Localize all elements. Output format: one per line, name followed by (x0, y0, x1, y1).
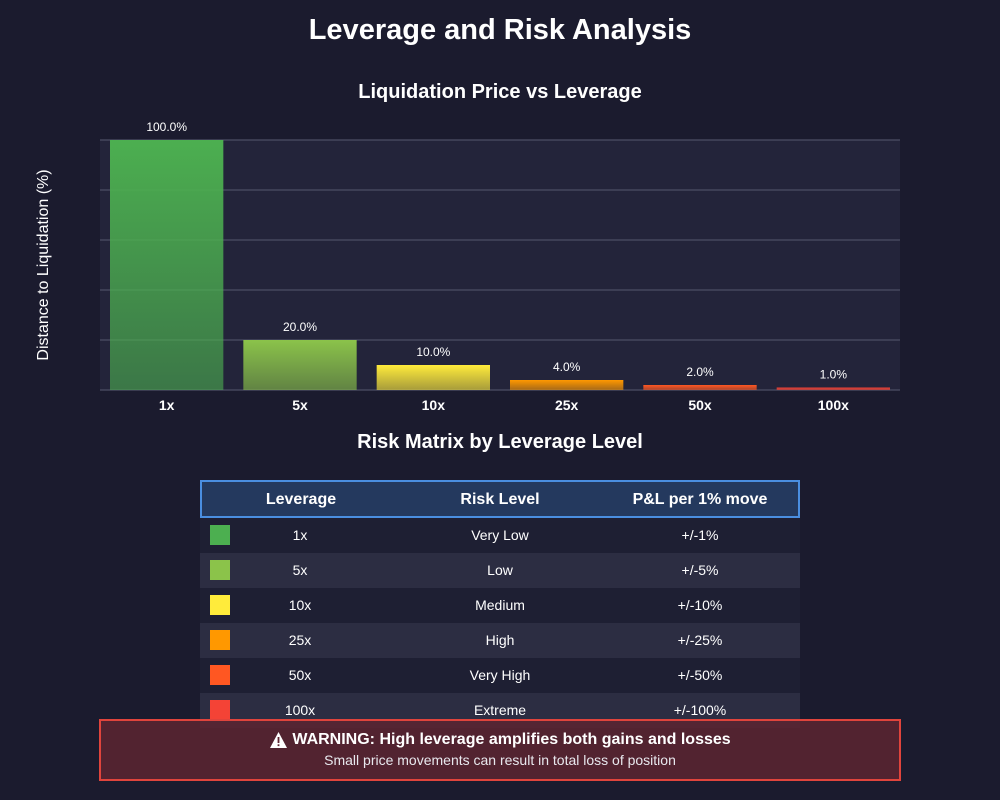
cell-leverage: 25x (288, 632, 312, 648)
page-title: Leverage and Risk Analysis (308, 14, 692, 46)
header-leverage: Leverage (265, 491, 337, 508)
cell-leverage: 1x (292, 527, 308, 543)
cell-pl: +/-25% (677, 632, 723, 648)
table-row: 5x Low +/-5% (200, 553, 800, 588)
data-label: 100.0% (146, 120, 187, 134)
table-body: 1x Very Low +/-1% 5x Low +/-5% 10x Medium +/-10%… (200, 518, 800, 728)
x-tick-label: 50x (688, 397, 712, 413)
cell-pl: +/-10% (677, 597, 723, 613)
risk-color-swatch (210, 560, 230, 580)
cell-risk-level: Extreme (473, 702, 527, 718)
data-label: 10.0% (416, 345, 450, 359)
cell-risk-level: Low (487, 562, 513, 578)
cell-pl: +/-50% (677, 667, 723, 683)
cell-leverage: 100x (284, 702, 316, 718)
data-label: 2.0% (686, 365, 714, 379)
bar (510, 380, 624, 390)
cell-pl: +/-100% (673, 702, 727, 718)
header-risk-level: Risk Level (460, 491, 540, 508)
x-tick-label: 100x (818, 397, 849, 413)
data-label: 20.0% (283, 320, 317, 334)
table-row: 1x Very Low +/-1% (200, 518, 800, 553)
chart-title: Liquidation Price vs Leverage (358, 81, 642, 103)
bar (776, 387, 890, 390)
cell-leverage: 10x (288, 597, 312, 613)
cell-risk-level: High (485, 632, 515, 648)
warning-triangle-icon (270, 732, 288, 748)
bar-chart: 100.0% 1x 20.0% 5x 10.0% 10x 4.0% 25x 2.0% 50x 1.0… (100, 120, 900, 413)
cell-risk-level: Medium (475, 597, 525, 613)
data-label: 4.0% (553, 360, 581, 374)
warning-title-line: WARNING: High leverage amplifies both ga… (101, 731, 899, 749)
x-tick-label: 5x (292, 397, 308, 413)
cell-leverage: 50x (288, 667, 312, 683)
warning-text: Small price movements can result in tota… (324, 752, 676, 768)
bar (643, 385, 757, 390)
data-label: 1.0% (820, 368, 848, 382)
table-header: Leverage Risk Level P&L per 1% move (200, 480, 800, 518)
cell-pl: +/-5% (681, 562, 719, 578)
table-row: 50x Very High +/-50% (200, 658, 800, 693)
cell-risk-level: Very High (469, 667, 531, 683)
risk-color-swatch (210, 700, 230, 720)
cell-pl: +/-1% (681, 527, 719, 543)
risk-color-swatch (210, 525, 230, 545)
x-tick-label: 10x (422, 397, 446, 413)
risk-matrix-table: Leverage Risk Level P&L per 1% move 1x Ve… (200, 480, 800, 728)
cell-risk-level: Very Low (471, 527, 529, 543)
bar (376, 365, 490, 390)
risk-color-swatch (210, 595, 230, 615)
header-pl: P&L per 1% move (632, 491, 768, 508)
risk-color-swatch (210, 665, 230, 685)
risk-matrix-title: Risk Matrix by Leverage Level (357, 431, 643, 453)
cell-leverage: 5x (292, 562, 308, 578)
risk-color-swatch (210, 630, 230, 650)
bar (110, 140, 224, 390)
x-tick-label: 1x (159, 397, 175, 413)
x-tick-label: 25x (555, 397, 579, 413)
table-row: 25x High +/-25% (200, 623, 800, 658)
warning-box: WARNING: High leverage amplifies both ga… (99, 719, 901, 781)
bar (243, 340, 357, 390)
table-row: 10x Medium +/-10% (200, 588, 800, 623)
warning-title: WARNING: High leverage amplifies both ga… (292, 731, 731, 748)
plot-area (100, 140, 900, 390)
